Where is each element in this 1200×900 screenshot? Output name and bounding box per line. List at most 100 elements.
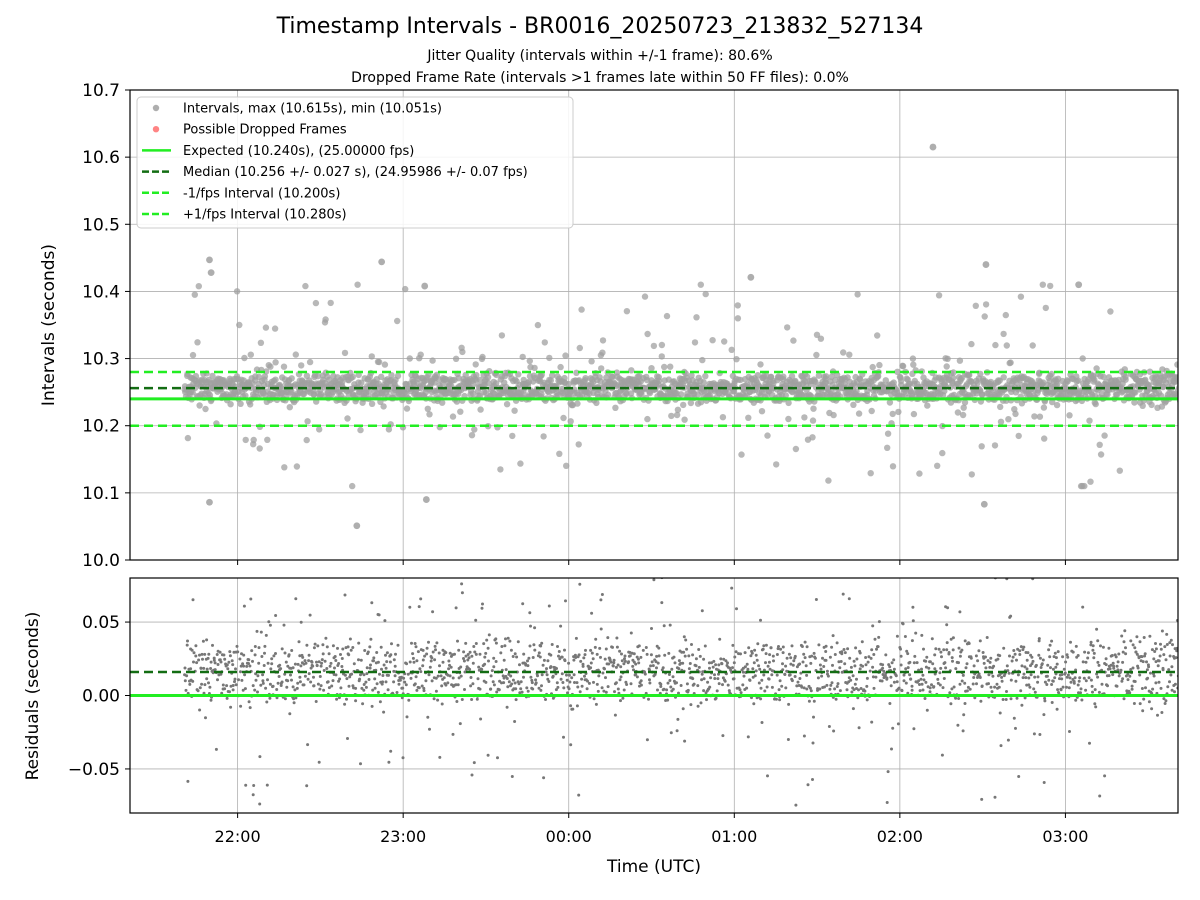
residual-point: [665, 688, 669, 692]
residual-point: [924, 680, 928, 684]
residual-point: [213, 661, 217, 665]
residual-point: [544, 698, 547, 701]
residual-point: [236, 650, 240, 654]
residual-point: [427, 673, 431, 677]
residual-point: [1043, 680, 1047, 684]
residual-point: [986, 659, 990, 663]
residual-point: [1037, 637, 1041, 641]
residual-point: [479, 717, 483, 721]
residual-point: [1018, 653, 1022, 656]
residual-point: [214, 747, 218, 751]
interval-point: [250, 436, 257, 444]
residual-point: [183, 666, 187, 670]
residual-point: [253, 688, 257, 692]
residual-point: [709, 676, 713, 680]
residual-point: [357, 641, 361, 645]
residual-point: [1145, 668, 1149, 672]
residual-point: [613, 690, 616, 694]
residual-point: [793, 675, 797, 678]
residual-point: [668, 623, 672, 627]
residual-point: [367, 678, 371, 681]
residual-point: [705, 698, 708, 702]
residual-point: [922, 678, 926, 682]
interval-point: [556, 450, 563, 457]
residual-point: [1038, 733, 1042, 736]
residual-point: [225, 696, 229, 700]
residual-point: [510, 682, 514, 686]
residual-point: [1055, 707, 1059, 711]
interval-point: [1132, 389, 1139, 396]
residual-point: [1065, 685, 1068, 689]
residual-point: [390, 642, 393, 646]
residual-point: [570, 676, 574, 680]
residual-point: [306, 743, 310, 747]
residual-point: [431, 610, 435, 614]
residual-point: [832, 729, 836, 733]
residual-point: [1058, 677, 1061, 681]
residual-point: [228, 650, 232, 654]
residual-point: [500, 555, 503, 558]
residual-point: [968, 687, 972, 691]
residual-point: [629, 682, 633, 686]
residual-point: [759, 618, 762, 622]
residual-point: [434, 689, 438, 693]
residual-point: [380, 667, 383, 671]
residual-point: [516, 640, 520, 644]
residual-point: [865, 676, 869, 680]
residual-point: [354, 699, 358, 703]
residual-point: [855, 657, 859, 661]
residuals-x-ticks: 22:00 23:00 00:00 01:00 02:00 03:00: [215, 813, 1088, 846]
residual-point: [590, 651, 594, 655]
residual-point: [320, 661, 324, 665]
residual-point: [487, 659, 490, 663]
residual-point: [256, 674, 260, 678]
residual-point: [559, 624, 563, 628]
residual-point: [1107, 646, 1111, 650]
residual-point: [673, 661, 677, 665]
residual-point: [1056, 650, 1060, 654]
residual-point: [234, 667, 237, 671]
residual-point: [1000, 675, 1004, 679]
residual-point: [372, 659, 375, 663]
residual-point: [257, 661, 261, 665]
residual-point: [1168, 641, 1172, 645]
residual-point: [1011, 655, 1015, 659]
residual-point: [1002, 552, 1005, 555]
residual-point: [991, 674, 995, 678]
residual-point: [444, 683, 448, 687]
residual-point: [1111, 673, 1115, 677]
interval-point: [1031, 413, 1038, 420]
residual-point: [356, 444, 359, 447]
residual-point: [242, 653, 246, 657]
residual-point: [1082, 676, 1086, 680]
residual-point: [424, 679, 428, 683]
residual-point: [484, 680, 488, 684]
residual-point: [868, 669, 872, 673]
residual-point: [432, 697, 436, 701]
residual-point: [505, 705, 509, 709]
residual-point: [233, 680, 236, 684]
residual-point: [555, 681, 559, 685]
residual-point: [425, 646, 429, 650]
residual-point: [836, 682, 840, 686]
residual-point: [650, 660, 654, 664]
residual-point: [261, 679, 265, 683]
residual-point: [834, 697, 838, 701]
interval-point: [943, 363, 950, 370]
residual-point: [243, 673, 247, 677]
residual-point: [385, 660, 389, 664]
residual-point: [1081, 660, 1085, 664]
residual-point: [294, 597, 298, 601]
residual-point: [409, 676, 413, 680]
residual-point: [993, 685, 997, 689]
residual-point: [433, 644, 437, 648]
residual-point: [369, 637, 373, 641]
residual-point: [990, 690, 994, 694]
legend-box: [136, 96, 574, 229]
interval-point: [498, 332, 506, 339]
residual-point: [436, 674, 440, 678]
interval-point: [850, 401, 857, 408]
residual-point: [872, 686, 876, 690]
residual-point: [267, 620, 271, 624]
residual-point: [899, 663, 903, 667]
